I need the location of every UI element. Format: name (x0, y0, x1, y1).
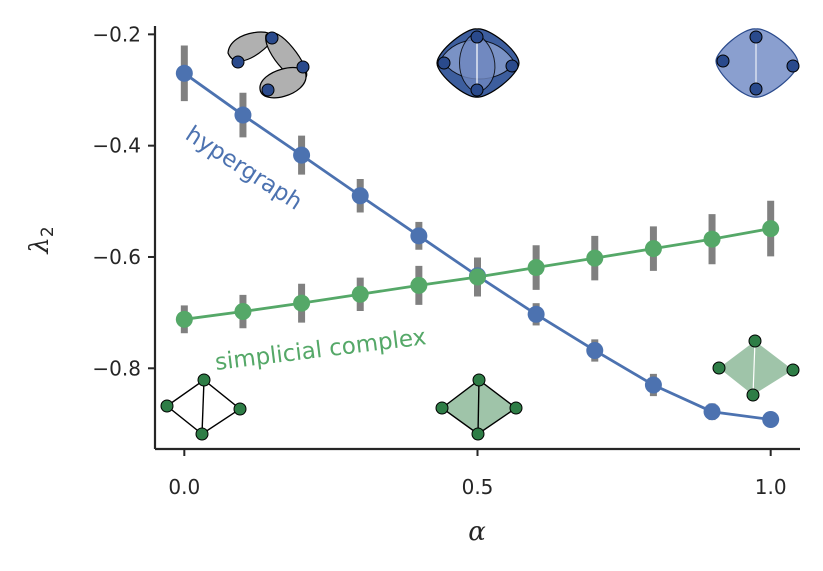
x-tick-label: 0.5 (462, 475, 494, 499)
y-tick-label: −0.6 (92, 245, 141, 269)
data-point-simplicial-complex (644, 240, 662, 258)
simplicial-inset-alpha-1 (712, 334, 800, 402)
data-point-simplicial-complex (527, 259, 545, 277)
hypergraph-inset-alpha-0.5 (436, 28, 520, 98)
y-axis-label-sub: 2 (38, 226, 58, 237)
y-tick-label: −0.8 (92, 356, 141, 380)
x-tick-label: 0.0 (168, 475, 200, 499)
data-point-simplicial-complex (351, 285, 369, 303)
data-point-hypergraph (762, 411, 780, 429)
x-axis-label: α (468, 517, 486, 547)
simplicial-inset-alpha-0 (160, 373, 247, 441)
data-point-hypergraph (644, 376, 662, 394)
data-point-simplicial-complex (703, 230, 721, 248)
x-tick-label: 1.0 (755, 475, 787, 499)
data-point-simplicial-complex (175, 310, 193, 328)
x-ticks: 0.0 0.5 1.0 (168, 449, 787, 499)
data-point-hypergraph (351, 187, 369, 205)
data-point-simplicial-complex (469, 268, 486, 286)
hypergraph-inset-alpha-0 (227, 31, 310, 99)
y-tick-label: −0.2 (92, 22, 141, 46)
data-point-simplicial-complex (410, 276, 428, 294)
y-axis-label: λ2 (25, 226, 58, 254)
hypergraph-inset-alpha-1 (715, 28, 800, 98)
y-ticks: −0.2 −0.4 −0.6 −0.8 (92, 22, 155, 380)
series-points (175, 64, 780, 429)
data-point-simplicial-complex (586, 249, 604, 267)
data-point-hypergraph (527, 305, 545, 323)
data-point-hypergraph (293, 146, 311, 164)
data-point-simplicial-complex (762, 220, 780, 238)
y-tick-label: −0.4 (92, 134, 141, 158)
series-label-simplicial-complex: simplicial complex (214, 324, 428, 376)
data-point-hypergraph (234, 106, 252, 124)
data-point-hypergraph (703, 403, 721, 421)
data-point-hypergraph (175, 64, 193, 82)
data-point-hypergraph (410, 227, 428, 245)
simplicial-inset-alpha-0.5 (435, 373, 523, 441)
data-point-simplicial-complex (234, 303, 252, 321)
data-point-simplicial-complex (293, 294, 311, 312)
y-axis-label-main: λ (25, 237, 55, 254)
data-point-hypergraph (586, 341, 604, 359)
